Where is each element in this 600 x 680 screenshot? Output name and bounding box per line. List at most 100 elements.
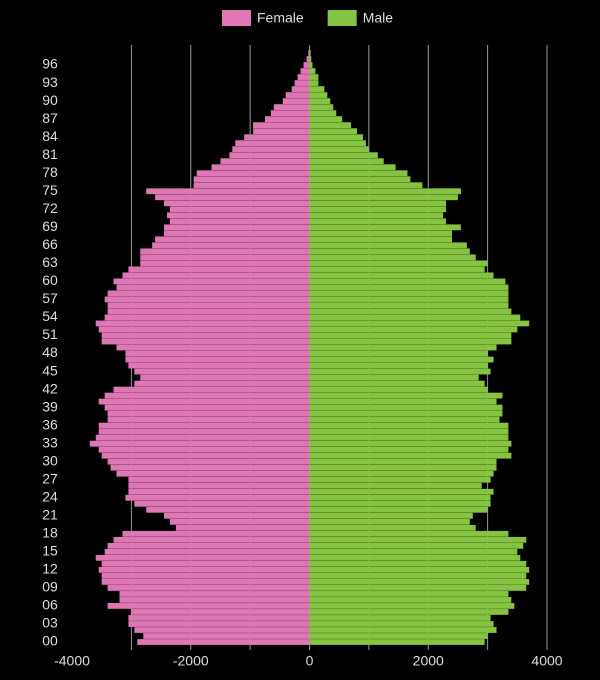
bar bbox=[291, 86, 310, 92]
bar bbox=[306, 56, 310, 62]
bar bbox=[309, 164, 396, 171]
bar bbox=[125, 494, 310, 501]
bar bbox=[95, 554, 310, 561]
bar bbox=[146, 188, 310, 195]
y-tick-label: 12 bbox=[42, 561, 58, 577]
y-tick-label: 81 bbox=[42, 146, 58, 162]
bar bbox=[128, 476, 310, 483]
bar bbox=[309, 236, 452, 243]
bar bbox=[232, 146, 310, 153]
bar bbox=[309, 338, 512, 345]
y-tick-label: 84 bbox=[42, 128, 58, 144]
bar bbox=[309, 146, 369, 153]
bar bbox=[309, 140, 366, 147]
y-tick-label: 78 bbox=[42, 164, 58, 180]
bar bbox=[309, 572, 527, 579]
bar bbox=[309, 476, 491, 483]
bar bbox=[95, 434, 310, 441]
bar bbox=[308, 50, 310, 56]
bar bbox=[229, 152, 310, 159]
bar bbox=[309, 188, 461, 195]
bar bbox=[309, 536, 527, 543]
bar bbox=[309, 518, 470, 525]
bar bbox=[107, 603, 310, 609]
bar bbox=[140, 248, 310, 255]
bar bbox=[309, 56, 312, 62]
bar bbox=[309, 512, 473, 519]
bar bbox=[128, 615, 310, 621]
bar bbox=[220, 158, 310, 165]
bar bbox=[270, 110, 310, 117]
bar bbox=[309, 116, 343, 123]
bar bbox=[235, 140, 310, 147]
bar bbox=[101, 560, 310, 567]
bar bbox=[169, 218, 310, 225]
bar bbox=[101, 338, 310, 345]
bar bbox=[309, 458, 497, 465]
bar bbox=[119, 597, 310, 603]
bar bbox=[309, 158, 384, 165]
bar bbox=[309, 110, 337, 117]
y-tick-label: 60 bbox=[42, 272, 58, 288]
bar bbox=[98, 422, 310, 429]
bar bbox=[309, 326, 518, 333]
bar bbox=[211, 164, 310, 171]
bar bbox=[309, 500, 491, 507]
bar bbox=[89, 440, 310, 447]
legend-label: Female bbox=[257, 10, 304, 26]
bar bbox=[164, 512, 310, 519]
x-tick-label: -4000 bbox=[54, 653, 90, 669]
bar bbox=[309, 314, 521, 321]
bar bbox=[309, 362, 488, 369]
legend-swatch bbox=[327, 10, 357, 26]
y-tick-label: 15 bbox=[42, 543, 58, 559]
bar bbox=[309, 50, 311, 56]
bar bbox=[309, 398, 497, 405]
x-tick-label: 2000 bbox=[413, 653, 444, 669]
bar bbox=[309, 374, 479, 381]
bar bbox=[98, 398, 310, 405]
y-tick-label: 87 bbox=[42, 110, 58, 126]
bar bbox=[309, 74, 319, 80]
bar bbox=[107, 416, 310, 423]
bar bbox=[116, 470, 310, 477]
bar bbox=[309, 170, 408, 177]
bar bbox=[309, 434, 509, 441]
bar bbox=[101, 452, 310, 459]
bar bbox=[113, 536, 310, 543]
bar bbox=[196, 170, 310, 177]
y-tick-label: 09 bbox=[42, 579, 58, 595]
bar bbox=[193, 176, 310, 183]
bar bbox=[309, 591, 509, 597]
bar bbox=[309, 242, 467, 249]
bar bbox=[309, 621, 494, 627]
bar bbox=[309, 386, 488, 393]
y-tick-label: 48 bbox=[42, 344, 58, 360]
bar bbox=[297, 74, 310, 80]
y-tick-label: 66 bbox=[42, 236, 58, 252]
bar bbox=[107, 585, 310, 591]
bar bbox=[104, 314, 310, 321]
bar bbox=[309, 302, 509, 309]
bar bbox=[131, 609, 310, 615]
bar bbox=[309, 80, 319, 86]
bar bbox=[128, 482, 310, 489]
bar bbox=[309, 206, 447, 213]
bar bbox=[309, 639, 485, 645]
bar bbox=[309, 104, 334, 111]
bar bbox=[309, 86, 325, 92]
bar bbox=[155, 194, 310, 201]
bar bbox=[309, 615, 491, 621]
bar bbox=[309, 134, 363, 141]
bar bbox=[309, 176, 411, 183]
bar bbox=[244, 134, 310, 141]
bar bbox=[309, 308, 512, 315]
bar bbox=[309, 182, 423, 189]
bar bbox=[309, 266, 485, 273]
bar bbox=[122, 272, 310, 279]
bar bbox=[264, 116, 310, 123]
bar bbox=[309, 254, 476, 261]
bar bbox=[309, 585, 527, 591]
bar bbox=[104, 548, 310, 555]
bar bbox=[146, 506, 310, 513]
